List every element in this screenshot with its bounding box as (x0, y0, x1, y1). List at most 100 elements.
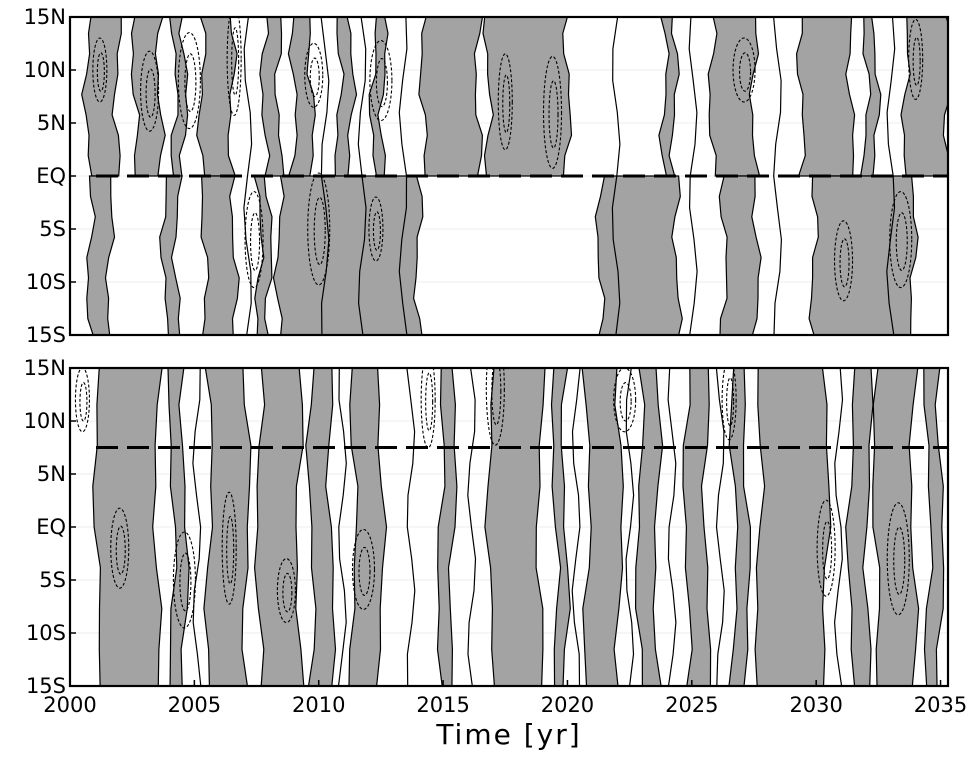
dashed-contour (96, 52, 105, 92)
shaded-region (550, 368, 571, 686)
dashed-contour (351, 528, 376, 610)
shaded-region (859, 17, 882, 177)
dashed-contour (726, 377, 735, 427)
dashed-contour (250, 212, 261, 271)
dashed-contour (140, 50, 160, 132)
y-tick-label: 5N (37, 462, 66, 486)
shaded-region (334, 17, 358, 177)
dashed-contour (177, 32, 201, 130)
shaded-region (718, 175, 762, 335)
shaded-region (808, 175, 919, 335)
dashed-contour (313, 196, 326, 266)
contour-line (337, 368, 347, 686)
shaded-region (81, 17, 122, 177)
shaded-region (795, 17, 856, 177)
shaded-region (86, 175, 116, 335)
y-tick-label: 15S (26, 323, 66, 347)
contour-line (243, 17, 253, 335)
x-tick-label: 2000 (43, 693, 96, 717)
shaded-region (287, 17, 316, 177)
dashed-contour (732, 37, 756, 103)
dashed-contour (497, 53, 513, 151)
shaded-region (368, 17, 389, 177)
dashed-contour (613, 368, 637, 433)
y-tick-label: 10N (24, 409, 66, 433)
dashed-contour (110, 507, 130, 589)
x-tick-label: 2025 (665, 693, 718, 717)
shaded-region (482, 17, 573, 177)
shaded-region (900, 17, 948, 177)
y-tick-label: 10S (26, 621, 66, 645)
dashed-contour (886, 502, 910, 616)
x-axis-title: Time [yr] (435, 718, 581, 751)
shaded-region (259, 17, 285, 177)
dashed-contour (184, 53, 197, 112)
y-tick-label: 5S (39, 568, 66, 592)
dashed-contour (375, 58, 388, 108)
dashed-contour (74, 368, 90, 433)
dashed-contour (425, 372, 434, 432)
shaded-region (92, 368, 163, 686)
x-tick-label: 2015 (416, 693, 469, 717)
shaded-region (436, 368, 458, 686)
dashed-contour (738, 52, 752, 92)
dashed-contour (172, 531, 196, 629)
x-tick-label: 2020 (541, 693, 594, 717)
plot-area (70, 17, 948, 335)
x-tick-label: 2005 (168, 693, 221, 717)
shaded-region (484, 368, 546, 686)
y-tick-label: 5S (39, 217, 66, 241)
dashed-contour (221, 491, 237, 605)
dashed-contour (548, 80, 559, 149)
dashed-contour (368, 196, 384, 262)
dashed-contour (307, 172, 331, 286)
y-tick-label: 15S (26, 674, 66, 698)
shaded-region (272, 175, 424, 335)
dashed-contour (895, 212, 908, 271)
dashed-contour (502, 74, 511, 134)
dashed-contour (893, 526, 906, 595)
dashed-contour (372, 211, 381, 251)
dashed-contour (79, 382, 88, 422)
dashed-contour (721, 368, 737, 441)
contour-line (886, 17, 896, 335)
plot-area (70, 368, 948, 686)
contour-line (833, 368, 844, 686)
dashed-contour (912, 36, 921, 86)
dashed-contour (491, 368, 502, 426)
shaded-region (159, 175, 183, 335)
dashed-contour (369, 40, 393, 122)
contour-line (192, 368, 202, 686)
contour-line (625, 368, 635, 686)
shaded-region (923, 368, 945, 686)
dashed-contour (244, 191, 264, 289)
contour-line (571, 368, 581, 686)
shaded-region (707, 17, 761, 177)
dashed-contour (226, 17, 242, 116)
dashed-contour (908, 18, 924, 100)
shaded-region (658, 17, 680, 177)
dashed-contour (619, 382, 632, 422)
contour-line (611, 17, 621, 335)
dashed-contour (816, 499, 836, 597)
dashed-contour (276, 558, 296, 624)
dashed-contour (839, 238, 850, 288)
shaded-region (594, 175, 683, 335)
shaded-region (845, 368, 874, 686)
dashed-contour (485, 368, 505, 446)
x-tick-label: 2030 (789, 693, 842, 717)
top-panel: 15N 10N 5N EQ 5S 10S 15S (24, 5, 950, 347)
shaded-region (200, 175, 240, 335)
y-tick-label: EQ (36, 515, 66, 539)
contour-line (773, 17, 783, 335)
shaded-region (130, 17, 166, 177)
dashed-contour (115, 525, 126, 575)
dashed-contour (304, 42, 324, 108)
dashed-contour (358, 546, 371, 596)
y-tick-label: 15N (24, 356, 66, 380)
y-tick-label: 10S (26, 270, 66, 294)
dashed-contour (92, 37, 108, 103)
dashed-contour (179, 552, 192, 612)
